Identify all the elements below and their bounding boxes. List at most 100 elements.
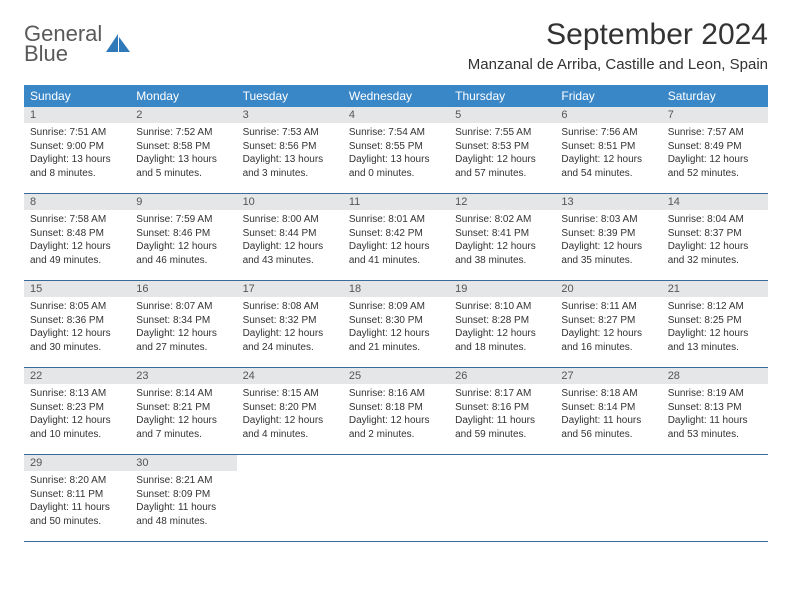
sunset-line: Sunset: 8:55 PM bbox=[349, 140, 443, 154]
day-cell: 9Sunrise: 7:59 AMSunset: 8:46 PMDaylight… bbox=[130, 194, 236, 280]
day-number: 4 bbox=[343, 107, 449, 123]
day-body: Sunrise: 7:59 AMSunset: 8:46 PMDaylight:… bbox=[130, 210, 236, 273]
day-number: 22 bbox=[24, 368, 130, 384]
title-block: September 2024 Manzanal de Arriba, Casti… bbox=[468, 18, 768, 73]
day-cell: 4Sunrise: 7:54 AMSunset: 8:55 PMDaylight… bbox=[343, 107, 449, 193]
day-cell: 30Sunrise: 8:21 AMSunset: 8:09 PMDayligh… bbox=[130, 455, 236, 541]
day-cell: 6Sunrise: 7:56 AMSunset: 8:51 PMDaylight… bbox=[555, 107, 661, 193]
daylight-line: Daylight: 11 hours and 56 minutes. bbox=[561, 414, 655, 441]
sunrise-line: Sunrise: 8:21 AM bbox=[136, 474, 230, 488]
day-cell: 18Sunrise: 8:09 AMSunset: 8:30 PMDayligh… bbox=[343, 281, 449, 367]
sunrise-line: Sunrise: 8:20 AM bbox=[30, 474, 124, 488]
day-body: Sunrise: 7:52 AMSunset: 8:58 PMDaylight:… bbox=[130, 123, 236, 186]
day-body: Sunrise: 7:54 AMSunset: 8:55 PMDaylight:… bbox=[343, 123, 449, 186]
week-row: 8Sunrise: 7:58 AMSunset: 8:48 PMDaylight… bbox=[24, 194, 768, 281]
sunset-line: Sunset: 8:13 PM bbox=[668, 401, 762, 415]
day-body: Sunrise: 8:21 AMSunset: 8:09 PMDaylight:… bbox=[130, 471, 236, 534]
sunset-line: Sunset: 8:34 PM bbox=[136, 314, 230, 328]
day-body: Sunrise: 8:15 AMSunset: 8:20 PMDaylight:… bbox=[237, 384, 343, 447]
day-number: 9 bbox=[130, 194, 236, 210]
sunset-line: Sunset: 8:36 PM bbox=[30, 314, 124, 328]
logo-text-line2: Blue bbox=[24, 44, 102, 64]
daylight-line: Daylight: 12 hours and 18 minutes. bbox=[455, 327, 549, 354]
sunset-line: Sunset: 8:25 PM bbox=[668, 314, 762, 328]
day-body: Sunrise: 8:17 AMSunset: 8:16 PMDaylight:… bbox=[449, 384, 555, 447]
sunset-line: Sunset: 8:41 PM bbox=[455, 227, 549, 241]
day-body: Sunrise: 7:56 AMSunset: 8:51 PMDaylight:… bbox=[555, 123, 661, 186]
day-cell: 11Sunrise: 8:01 AMSunset: 8:42 PMDayligh… bbox=[343, 194, 449, 280]
day-body: Sunrise: 8:02 AMSunset: 8:41 PMDaylight:… bbox=[449, 210, 555, 273]
day-body: Sunrise: 7:57 AMSunset: 8:49 PMDaylight:… bbox=[662, 123, 768, 186]
daylight-line: Daylight: 13 hours and 3 minutes. bbox=[243, 153, 337, 180]
day-number: 14 bbox=[662, 194, 768, 210]
sunrise-line: Sunrise: 8:18 AM bbox=[561, 387, 655, 401]
day-body: Sunrise: 7:51 AMSunset: 9:00 PMDaylight:… bbox=[24, 123, 130, 186]
sunrise-line: Sunrise: 8:07 AM bbox=[136, 300, 230, 314]
daylight-line: Daylight: 12 hours and 52 minutes. bbox=[668, 153, 762, 180]
daylight-line: Daylight: 12 hours and 41 minutes. bbox=[349, 240, 443, 267]
sunrise-line: Sunrise: 7:55 AM bbox=[455, 126, 549, 140]
sunrise-line: Sunrise: 8:19 AM bbox=[668, 387, 762, 401]
day-body: Sunrise: 8:16 AMSunset: 8:18 PMDaylight:… bbox=[343, 384, 449, 447]
sunrise-line: Sunrise: 7:52 AM bbox=[136, 126, 230, 140]
day-body: Sunrise: 8:18 AMSunset: 8:14 PMDaylight:… bbox=[555, 384, 661, 447]
month-title: September 2024 bbox=[468, 18, 768, 52]
day-cell: 14Sunrise: 8:04 AMSunset: 8:37 PMDayligh… bbox=[662, 194, 768, 280]
daylight-line: Daylight: 12 hours and 32 minutes. bbox=[668, 240, 762, 267]
day-body: Sunrise: 8:05 AMSunset: 8:36 PMDaylight:… bbox=[24, 297, 130, 360]
sunset-line: Sunset: 8:44 PM bbox=[243, 227, 337, 241]
logo-sail-icon bbox=[104, 30, 132, 58]
empty-day-cell bbox=[343, 455, 449, 541]
sunrise-line: Sunrise: 8:08 AM bbox=[243, 300, 337, 314]
day-number: 5 bbox=[449, 107, 555, 123]
day-number: 26 bbox=[449, 368, 555, 384]
sunset-line: Sunset: 8:58 PM bbox=[136, 140, 230, 154]
day-number: 27 bbox=[555, 368, 661, 384]
day-cell: 7Sunrise: 7:57 AMSunset: 8:49 PMDaylight… bbox=[662, 107, 768, 193]
day-number: 30 bbox=[130, 455, 236, 471]
sunrise-line: Sunrise: 8:05 AM bbox=[30, 300, 124, 314]
sunrise-line: Sunrise: 8:16 AM bbox=[349, 387, 443, 401]
day-body: Sunrise: 8:10 AMSunset: 8:28 PMDaylight:… bbox=[449, 297, 555, 360]
day-body: Sunrise: 7:53 AMSunset: 8:56 PMDaylight:… bbox=[237, 123, 343, 186]
day-body: Sunrise: 8:11 AMSunset: 8:27 PMDaylight:… bbox=[555, 297, 661, 360]
day-cell: 23Sunrise: 8:14 AMSunset: 8:21 PMDayligh… bbox=[130, 368, 236, 454]
empty-day-cell bbox=[662, 455, 768, 541]
day-cell: 8Sunrise: 7:58 AMSunset: 8:48 PMDaylight… bbox=[24, 194, 130, 280]
calendar-grid: SundayMondayTuesdayWednesdayThursdayFrid… bbox=[24, 85, 768, 542]
daylight-line: Daylight: 12 hours and 57 minutes. bbox=[455, 153, 549, 180]
day-body: Sunrise: 8:12 AMSunset: 8:25 PMDaylight:… bbox=[662, 297, 768, 360]
day-cell: 13Sunrise: 8:03 AMSunset: 8:39 PMDayligh… bbox=[555, 194, 661, 280]
week-row: 29Sunrise: 8:20 AMSunset: 8:11 PMDayligh… bbox=[24, 455, 768, 542]
day-body: Sunrise: 8:13 AMSunset: 8:23 PMDaylight:… bbox=[24, 384, 130, 447]
sunset-line: Sunset: 8:56 PM bbox=[243, 140, 337, 154]
daylight-line: Daylight: 13 hours and 5 minutes. bbox=[136, 153, 230, 180]
sunrise-line: Sunrise: 7:58 AM bbox=[30, 213, 124, 227]
day-cell: 26Sunrise: 8:17 AMSunset: 8:16 PMDayligh… bbox=[449, 368, 555, 454]
day-number: 19 bbox=[449, 281, 555, 297]
sunset-line: Sunset: 8:46 PM bbox=[136, 227, 230, 241]
sunrise-line: Sunrise: 7:54 AM bbox=[349, 126, 443, 140]
daylight-line: Daylight: 12 hours and 43 minutes. bbox=[243, 240, 337, 267]
day-number: 7 bbox=[662, 107, 768, 123]
daylight-line: Daylight: 11 hours and 50 minutes. bbox=[30, 501, 124, 528]
day-cell: 5Sunrise: 7:55 AMSunset: 8:53 PMDaylight… bbox=[449, 107, 555, 193]
day-cell: 29Sunrise: 8:20 AMSunset: 8:11 PMDayligh… bbox=[24, 455, 130, 541]
sunrise-line: Sunrise: 8:15 AM bbox=[243, 387, 337, 401]
weekday-header-cell: Monday bbox=[130, 85, 236, 107]
sunrise-line: Sunrise: 7:56 AM bbox=[561, 126, 655, 140]
sunset-line: Sunset: 9:00 PM bbox=[30, 140, 124, 154]
empty-day-cell bbox=[449, 455, 555, 541]
sunrise-line: Sunrise: 8:17 AM bbox=[455, 387, 549, 401]
day-body: Sunrise: 8:01 AMSunset: 8:42 PMDaylight:… bbox=[343, 210, 449, 273]
day-body: Sunrise: 8:07 AMSunset: 8:34 PMDaylight:… bbox=[130, 297, 236, 360]
sunrise-line: Sunrise: 7:57 AM bbox=[668, 126, 762, 140]
daylight-line: Daylight: 12 hours and 7 minutes. bbox=[136, 414, 230, 441]
daylight-line: Daylight: 12 hours and 38 minutes. bbox=[455, 240, 549, 267]
sunset-line: Sunset: 8:20 PM bbox=[243, 401, 337, 415]
sunset-line: Sunset: 8:27 PM bbox=[561, 314, 655, 328]
location-text: Manzanal de Arriba, Castille and Leon, S… bbox=[468, 56, 768, 73]
weekday-header-cell: Thursday bbox=[449, 85, 555, 107]
day-cell: 21Sunrise: 8:12 AMSunset: 8:25 PMDayligh… bbox=[662, 281, 768, 367]
daylight-line: Daylight: 11 hours and 53 minutes. bbox=[668, 414, 762, 441]
